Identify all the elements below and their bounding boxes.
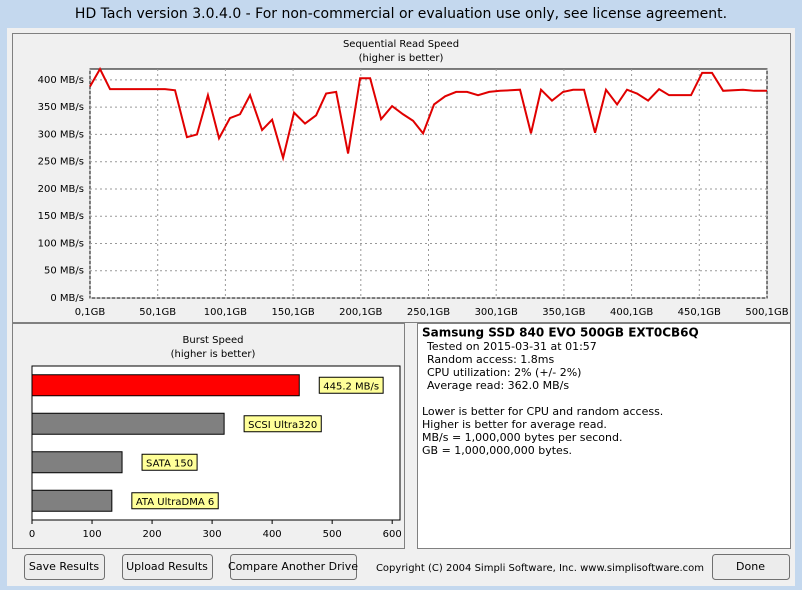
x-tick-label: 450,1GB	[678, 307, 721, 318]
info-panel	[417, 323, 791, 549]
label-box	[131, 492, 219, 510]
button-label[interactable]: Upload Results	[126, 560, 208, 573]
x-tick-label: 400,1GB	[610, 307, 653, 318]
bar-label: SATA 150	[146, 458, 193, 469]
y-tick-label: 100 MB/s	[38, 238, 84, 249]
x-tick-label: 200,1GB	[339, 307, 382, 318]
x-tick-label: 400	[263, 529, 282, 540]
copyright: Copyright (C) 2004 Simpli Software, Inc.…	[376, 563, 704, 574]
y-tick-label: 250 MB/s	[38, 157, 84, 168]
y-tick-label: 200 MB/s	[38, 184, 84, 195]
x-tick-label: 300	[203, 529, 222, 540]
y-tick-label: 0 MB/s	[50, 293, 84, 304]
bar-label: SCSI Ultra320	[248, 420, 317, 431]
x-tick-label: 300,1GB	[475, 307, 518, 318]
label-box	[243, 415, 322, 433]
window-title: HD Tach version 3.0.4.0 - For non-commer…	[75, 6, 727, 22]
button-label[interactable]: Done	[736, 560, 765, 573]
x-tick-label: 500	[323, 529, 342, 540]
bar	[31, 451, 123, 474]
info-line: Random access: 1.8ms	[427, 353, 555, 366]
button[interactable]: Compare Another Drive	[228, 554, 358, 580]
y-tick-label: 350 MB/s	[38, 102, 84, 113]
info-note: Lower is better for CPU and random acces…	[422, 405, 663, 418]
x-tick-label: 350,1GB	[542, 307, 585, 318]
x-tick-label: 200	[143, 529, 162, 540]
button[interactable]: Upload Results	[122, 554, 213, 580]
label-box	[141, 453, 198, 471]
button-face[interactable]	[230, 554, 357, 580]
chart-subtitle: (higher is better)	[171, 349, 256, 360]
button-face[interactable]	[712, 554, 790, 580]
x-tick-label: 150,1GB	[271, 307, 314, 318]
x-tick-label: 50,1GB	[139, 307, 176, 318]
bar	[31, 374, 300, 397]
button-label[interactable]: Save Results	[29, 560, 99, 573]
x-tick-label: 0	[29, 529, 35, 540]
button-face[interactable]	[122, 554, 213, 580]
x-tick-label: 0,1GB	[75, 307, 106, 318]
button-face[interactable]	[24, 554, 105, 580]
x-tick-label: 500,1GB	[745, 307, 788, 318]
info-note: GB = 1,000,000,000 bytes.	[422, 444, 572, 457]
info-note: Higher is better for average read.	[422, 418, 607, 431]
chart-title: Sequential Read Speed	[343, 39, 459, 50]
chart-title: Burst Speed	[183, 335, 244, 346]
info-line: Tested on 2015-03-31 at 01:57	[426, 340, 597, 353]
button[interactable]: Done	[712, 554, 790, 580]
x-tick-label: 600	[383, 529, 402, 540]
plot-area	[89, 68, 768, 299]
y-tick-label: 400 MB/s	[38, 75, 84, 86]
button[interactable]: Save Results	[24, 554, 105, 580]
button-label[interactable]: Compare Another Drive	[228, 560, 358, 573]
y-tick-label: 150 MB/s	[38, 211, 84, 222]
x-tick-label: 250,1GB	[407, 307, 450, 318]
info-line: CPU utilization: 2% (+/- 2%)	[427, 366, 581, 379]
bar-label: 445.2 MB/s	[323, 381, 379, 392]
bar-label: ATA UltraDMA 6	[136, 497, 214, 508]
label-box	[318, 376, 384, 394]
read-speed-line	[89, 66, 767, 162]
y-tick-label: 300 MB/s	[38, 129, 84, 140]
info-line: Average read: 362.0 MB/s	[427, 379, 569, 392]
bar	[31, 489, 113, 512]
info-note: MB/s = 1,000,000 bytes per second.	[422, 431, 622, 444]
chart-subtitle: (higher is better)	[359, 53, 444, 64]
y-tick-label: 50 MB/s	[44, 266, 84, 277]
x-tick-label: 100	[82, 529, 101, 540]
x-tick-label: 100,1GB	[204, 307, 247, 318]
drive-name: Samsung SSD 840 EVO 500GB EXT0CB6Q	[422, 326, 699, 340]
bar	[31, 412, 225, 435]
